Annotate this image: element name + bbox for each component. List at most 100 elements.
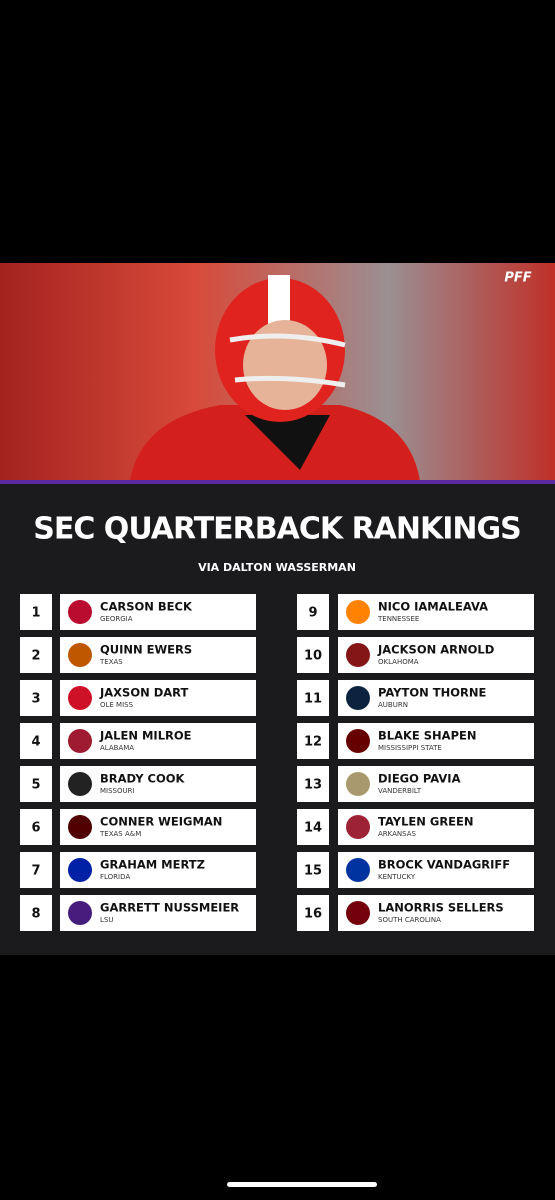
rank-box: [20, 637, 52, 673]
player-box: [338, 895, 534, 931]
player-box: [60, 852, 256, 888]
team-logo: [68, 600, 92, 624]
school: MISSISSIPPI STATE: [378, 744, 442, 752]
player-name: BLAKE SHAPEN: [378, 729, 476, 743]
rank: 6: [31, 821, 40, 836]
school: OLE MISS: [100, 701, 134, 709]
subtitle: VIA DALTON WASSERMAN: [198, 561, 356, 574]
rank-box: [20, 895, 52, 931]
rank-box: [20, 852, 52, 888]
player-name: JALEN MILROE: [99, 729, 192, 743]
player-box: [338, 680, 534, 716]
player-name: JACKSON ARNOLD: [377, 643, 494, 657]
rank: 16: [304, 907, 322, 922]
player-name: GARRETT NUSSMEIER: [100, 901, 239, 915]
team-logo: [68, 643, 92, 667]
rank-box: [297, 637, 329, 673]
rank: 15: [304, 864, 322, 879]
player-box: [338, 852, 534, 888]
player-name: TAYLEN GREEN: [378, 815, 474, 829]
rank-box: [20, 680, 52, 716]
player-box: [60, 723, 256, 759]
player-name: BRADY COOK: [100, 772, 186, 786]
player-name: CONNER WEIGMAN: [100, 815, 222, 829]
team-logo: [346, 600, 370, 624]
team-logo: [346, 858, 370, 882]
player-box: [338, 809, 534, 845]
rank: 1: [31, 606, 40, 621]
rank-box: [20, 723, 52, 759]
rank-box: [20, 809, 52, 845]
school: TEXAS A&M: [99, 830, 141, 838]
player-box: [338, 723, 534, 759]
player-box: [60, 680, 256, 716]
rank-box: [297, 766, 329, 802]
team-logo: [346, 643, 370, 667]
school: VANDERBILT: [378, 787, 422, 795]
school: TEXAS: [99, 658, 123, 666]
rank: 5: [31, 778, 40, 793]
team-logo: [68, 858, 92, 882]
team-logo: [346, 686, 370, 710]
rank: 3: [31, 692, 40, 707]
school: ALABAMA: [100, 744, 134, 752]
school: KENTUCKY: [378, 873, 416, 881]
rank: 7: [31, 864, 40, 879]
home-indicator: [227, 1182, 377, 1187]
brand-logo: PFF: [504, 271, 531, 286]
player-name: LANORRIS SELLERS: [378, 901, 504, 915]
team-logo: [68, 729, 92, 753]
player-name: BROCK VANDAGRIFF: [378, 858, 510, 872]
player-name: QUINN EWERS: [100, 643, 192, 657]
school: MISSOURI: [100, 787, 135, 795]
team-logo: [68, 686, 92, 710]
rank: 11: [304, 692, 322, 707]
player-name: PAYTON THORNE: [378, 686, 486, 700]
school: LSU: [100, 916, 113, 924]
player-box: [60, 637, 256, 673]
rank-box: [297, 723, 329, 759]
player-box: [338, 637, 534, 673]
player-box: [60, 766, 256, 802]
rank: 10: [304, 649, 322, 664]
player-name: GRAHAM MERTZ: [100, 858, 205, 872]
team-logo: [346, 772, 370, 796]
player-name: CARSON BECK: [100, 600, 193, 614]
photo: [0, 263, 555, 484]
rank: 8: [31, 907, 40, 922]
player-box: [60, 594, 256, 630]
team-logo: [68, 815, 92, 839]
rank-box: [297, 895, 329, 931]
player-box: [338, 766, 534, 802]
team-logo: [346, 815, 370, 839]
team-logo: [68, 772, 92, 796]
player-name: DIEGO PAVIA: [378, 772, 461, 786]
rank: 9: [308, 606, 317, 621]
rank-box: [297, 594, 329, 630]
rank: 12: [304, 735, 322, 750]
player-box: [60, 895, 256, 931]
school: OKLAHOMA: [378, 658, 419, 666]
player-box: [338, 594, 534, 630]
player-name: NICO IAMALEAVA: [378, 600, 488, 614]
player-name: JAXSON DART: [99, 686, 189, 700]
school: AUBURN: [378, 701, 408, 709]
rank-box: [20, 766, 52, 802]
school: GEORGIA: [100, 615, 133, 623]
school: TENNESSEE: [377, 615, 419, 623]
school: ARKANSAS: [378, 830, 417, 838]
rank: 4: [31, 735, 40, 750]
title: SEC QUARTERBACK RANKINGS: [33, 512, 521, 547]
school: FLORIDA: [100, 873, 130, 881]
rank-box: [20, 594, 52, 630]
rank: 13: [304, 778, 322, 793]
team-logo: [346, 901, 370, 925]
rank: 14: [304, 821, 322, 836]
rank: 2: [31, 649, 40, 664]
school: SOUTH CAROLINA: [378, 916, 441, 924]
rank-box: [297, 809, 329, 845]
team-logo: [68, 901, 92, 925]
rank-box: [297, 680, 329, 716]
